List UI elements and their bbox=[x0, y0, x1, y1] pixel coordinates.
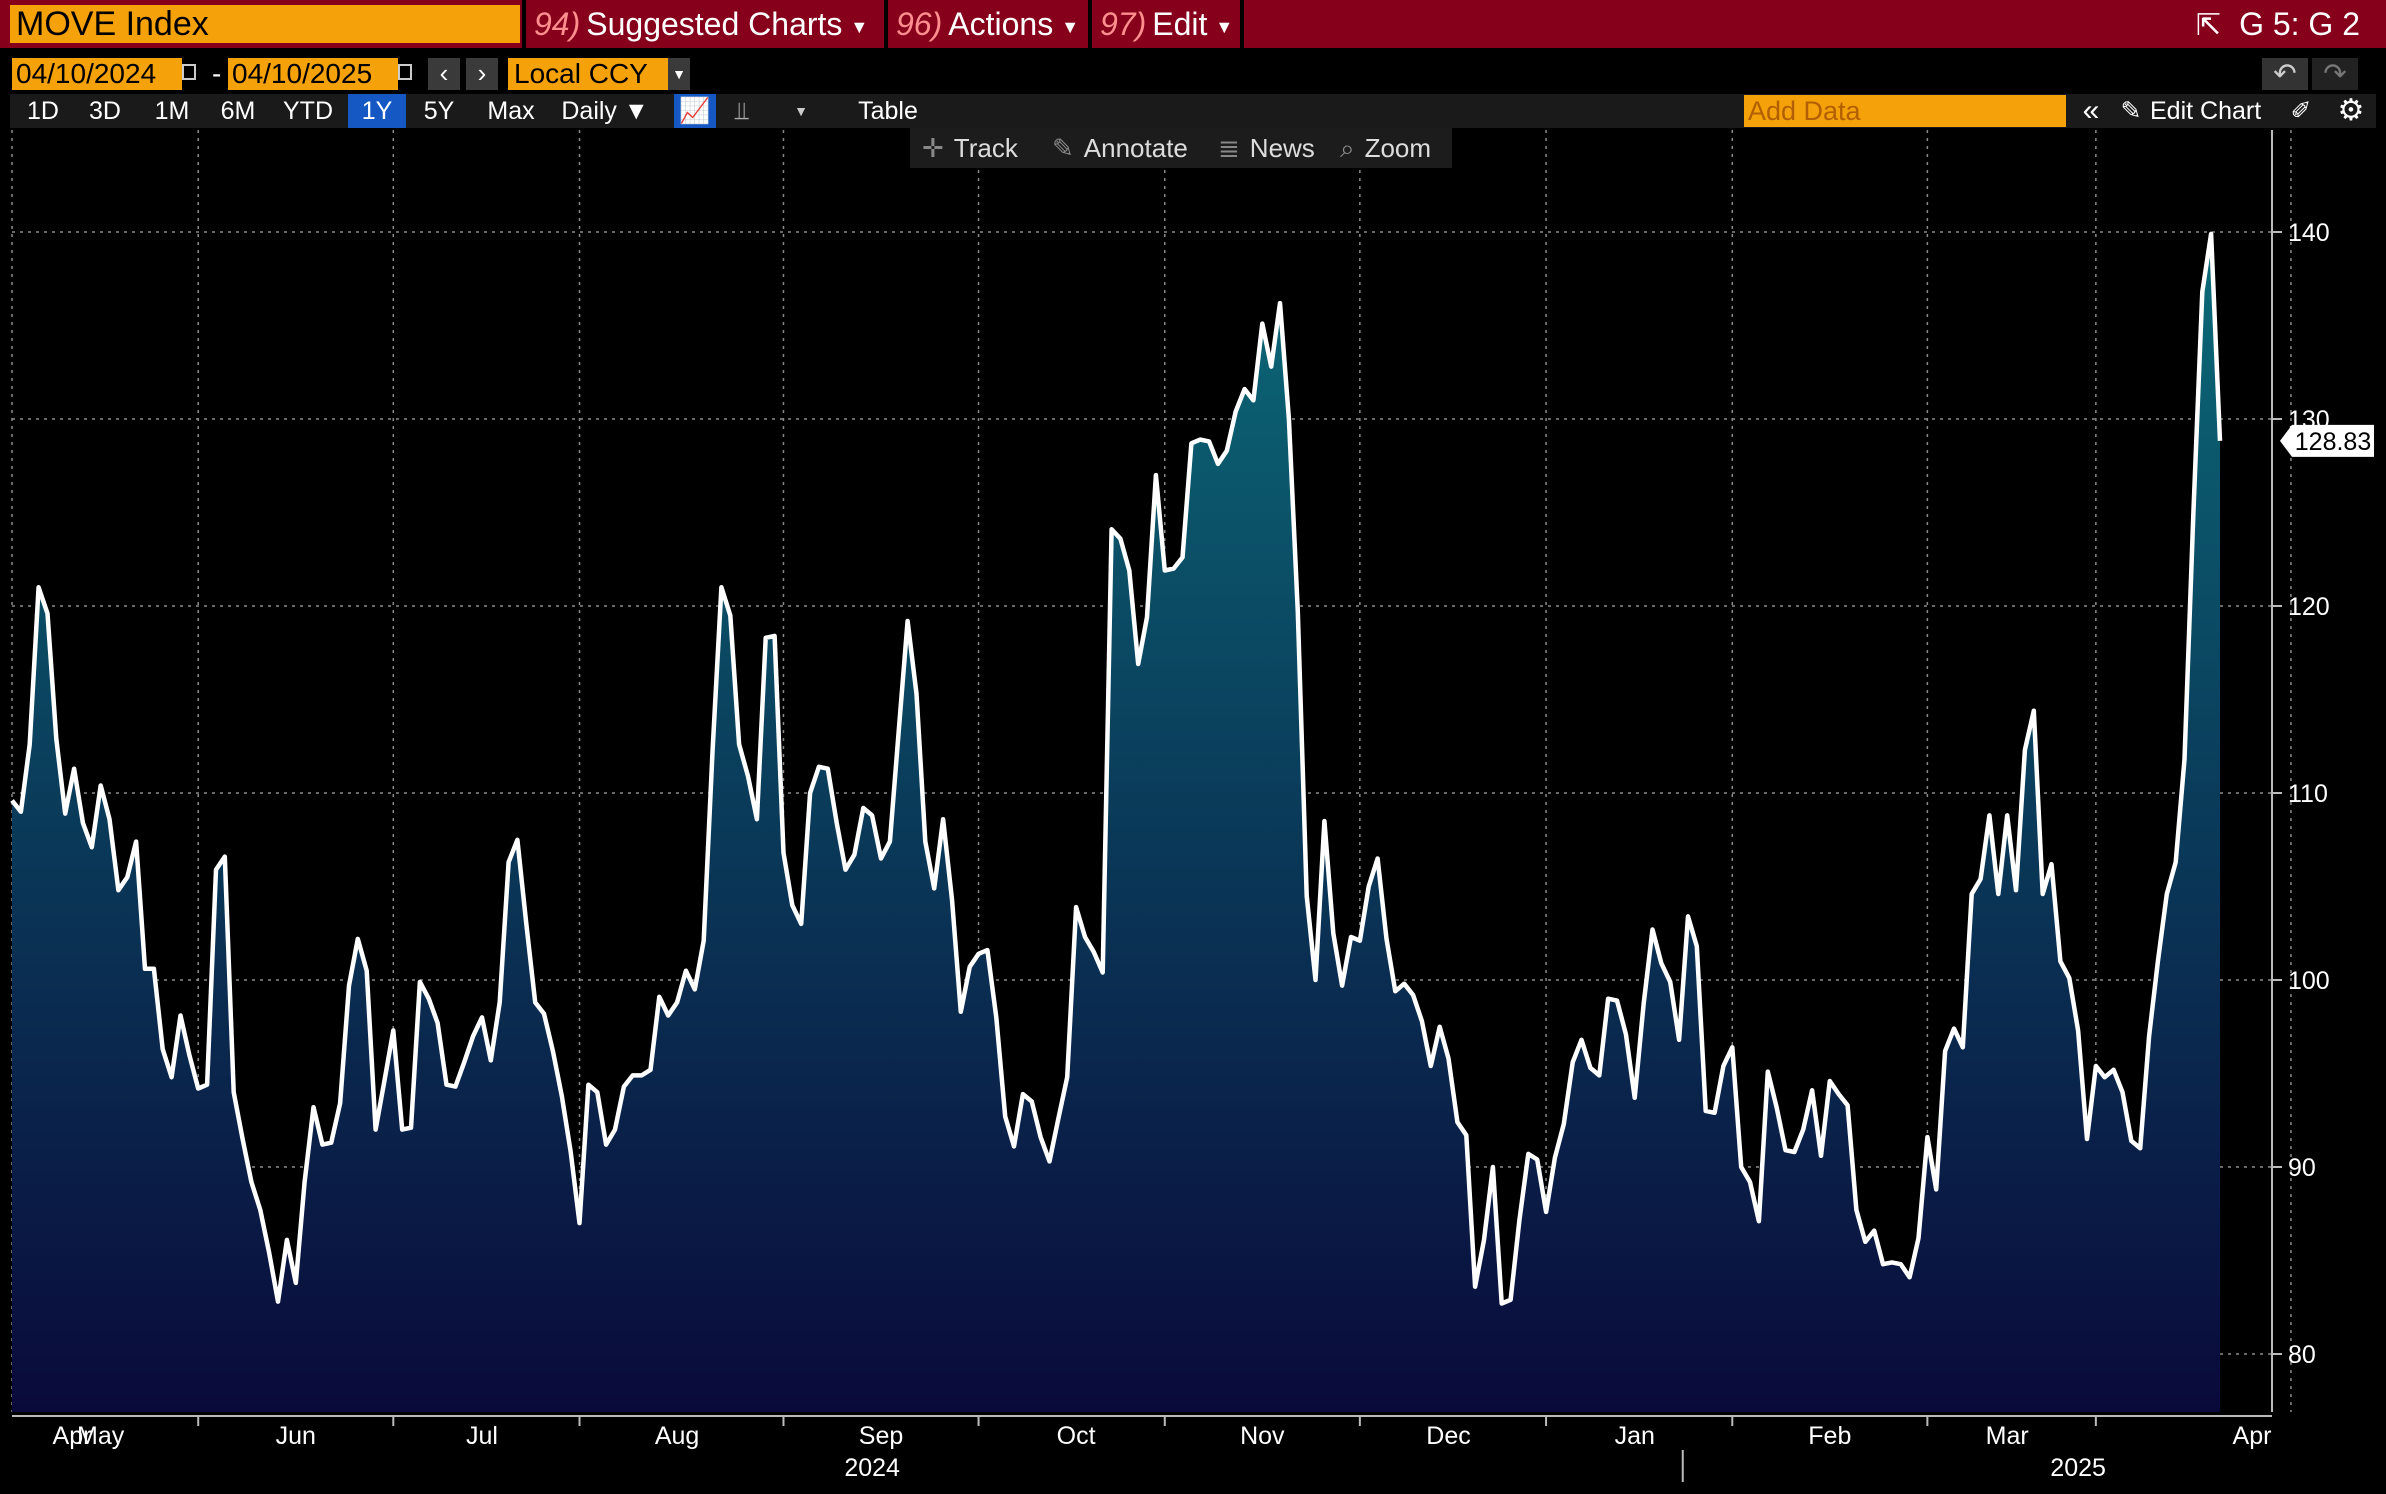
caret-down-icon: ▼ bbox=[850, 16, 869, 37]
y-tick-label-80: 80 bbox=[2288, 1341, 2316, 1369]
search-icon: ⌕ bbox=[1340, 133, 1355, 163]
period-3d[interactable]: 3D bbox=[89, 97, 121, 125]
menu-number: 94) bbox=[534, 6, 581, 42]
period-max[interactable]: Max bbox=[487, 97, 535, 125]
period-1y[interactable]: 1Y bbox=[348, 94, 406, 128]
last-value-label: 128.83 bbox=[2280, 424, 2374, 457]
zoom-button[interactable]: ⌕ Zoom bbox=[1340, 128, 1431, 168]
menu-edit[interactable]: 97) Edit ▼ bbox=[1100, 4, 1233, 44]
frequency-select[interactable]: Daily ▼ bbox=[561, 97, 649, 125]
table-button[interactable]: Table bbox=[858, 97, 918, 125]
menu-label: Actions bbox=[948, 6, 1054, 42]
menu-suggested-charts[interactable]: 94) Suggested Charts ▼ bbox=[534, 4, 868, 44]
y-tick-label-120: 120 bbox=[2288, 593, 2330, 621]
menu-label: Suggested Charts bbox=[586, 6, 843, 42]
chevron-left-icon[interactable]: ‹ bbox=[428, 58, 460, 90]
redo-icon[interactable]: ↷ bbox=[2312, 58, 2358, 90]
caret-down-icon: ▼ bbox=[1061, 16, 1080, 37]
menu-number: 96) bbox=[896, 6, 943, 42]
x-year-label-0: 2024 bbox=[844, 1454, 900, 1482]
page-id: ⇱ G 5: G 2 bbox=[2196, 4, 2360, 46]
edit-chart-button[interactable]: Edit Chart bbox=[2150, 97, 2262, 125]
calendar-icon[interactable] bbox=[398, 64, 412, 80]
track-label: Track bbox=[953, 133, 1018, 163]
x-month-label-9: Jan bbox=[1615, 1422, 1655, 1450]
chevron-right-icon[interactable]: › bbox=[466, 58, 498, 90]
x-month-label-6: Oct bbox=[1057, 1422, 1096, 1450]
period-1m[interactable]: 1M bbox=[154, 97, 190, 125]
x-month-label-11: Mar bbox=[1986, 1422, 2029, 1450]
end-date-field[interactable]: 04/10/2025 bbox=[228, 58, 398, 90]
bar-chart-icon[interactable]: ⫫ bbox=[734, 97, 750, 125]
y-tick-label-140: 140 bbox=[2288, 219, 2330, 247]
last-value-text: 128.83 bbox=[2295, 428, 2371, 456]
news-icon: ≣ bbox=[1218, 133, 1240, 163]
y-tick-label-90: 90 bbox=[2288, 1154, 2316, 1182]
series-area bbox=[12, 233, 2220, 1412]
period-5y[interactable]: 5Y bbox=[423, 97, 455, 125]
menu-number: 97) bbox=[1100, 6, 1147, 42]
x-month-label-12: Apr bbox=[2233, 1422, 2272, 1450]
period-ytd[interactable]: YTD bbox=[283, 97, 333, 125]
crosshair-icon: ✛ bbox=[922, 133, 944, 163]
series-line bbox=[10, 231, 2223, 1306]
y-tick-label-110: 110 bbox=[2288, 780, 2328, 808]
add-data-input[interactable]: Add Data bbox=[1744, 95, 2066, 127]
last-value-box bbox=[2280, 424, 2374, 457]
edit-icon[interactable]: ✐ bbox=[2290, 97, 2312, 125]
undo-icon[interactable]: ↶ bbox=[2262, 58, 2308, 90]
calendar-icon[interactable] bbox=[182, 64, 196, 80]
y-tick-label-100: 100 bbox=[2288, 967, 2330, 995]
menu-divider bbox=[522, 0, 526, 48]
x-month-label-3: Jul bbox=[466, 1422, 498, 1450]
x-month-label-2: Jun bbox=[276, 1422, 316, 1450]
x-month-label-5: Sep bbox=[859, 1422, 903, 1450]
x-month-label-4: Aug bbox=[655, 1422, 699, 1450]
news-label: News bbox=[1249, 133, 1315, 163]
x-month-label-1: May bbox=[77, 1422, 125, 1450]
line-chart-icon[interactable]: 📈 bbox=[674, 94, 716, 128]
x-month-label-10: Feb bbox=[1808, 1422, 1851, 1450]
x-month-label-0: Apr bbox=[53, 1422, 92, 1450]
caret-down-icon[interactable]: ▼ bbox=[668, 58, 690, 90]
x-year-label-1: 2025 bbox=[2050, 1454, 2106, 1482]
menu-actions[interactable]: 96) Actions ▼ bbox=[896, 4, 1079, 44]
start-date-field[interactable]: 04/10/2024 bbox=[12, 58, 182, 90]
caret-down-icon[interactable]: ▼ bbox=[794, 103, 808, 119]
menu-divider bbox=[884, 0, 888, 48]
menu-label: Edit bbox=[1152, 6, 1208, 42]
annotate-label: Annotate bbox=[1083, 133, 1188, 163]
date-separator: - bbox=[212, 58, 222, 89]
annotate-button[interactable]: ✎ Annotate bbox=[1052, 128, 1188, 168]
page-id-label: G 5: G 2 bbox=[2239, 6, 2360, 42]
track-button[interactable]: ✛ Track bbox=[922, 128, 1018, 168]
zoom-label: Zoom bbox=[1364, 133, 1432, 163]
gear-icon[interactable]: ⚙ bbox=[2337, 94, 2365, 127]
period-6m[interactable]: 6M bbox=[220, 97, 256, 125]
chart-tools-menu bbox=[910, 128, 1452, 168]
caret-down-icon: ▼ bbox=[1215, 16, 1234, 37]
news-button[interactable]: ≣ News bbox=[1218, 128, 1315, 168]
x-month-label-7: Nov bbox=[1240, 1422, 1285, 1450]
external-link-icon[interactable]: ⇱ bbox=[2195, 9, 2222, 42]
annotate-icon: ✎ bbox=[1052, 133, 1074, 163]
menu-divider bbox=[1088, 0, 1092, 48]
ticker-field[interactable]: MOVE Index bbox=[10, 5, 520, 43]
x-month-label-8: Dec bbox=[1426, 1422, 1470, 1450]
currency-select[interactable]: Local CCY bbox=[508, 58, 688, 90]
pencil-icon[interactable]: ✎ bbox=[2120, 97, 2142, 125]
period-1d[interactable]: 1D bbox=[27, 97, 59, 125]
double-chevron-left-icon[interactable]: « bbox=[2082, 94, 2100, 127]
menu-divider bbox=[1240, 0, 1244, 48]
